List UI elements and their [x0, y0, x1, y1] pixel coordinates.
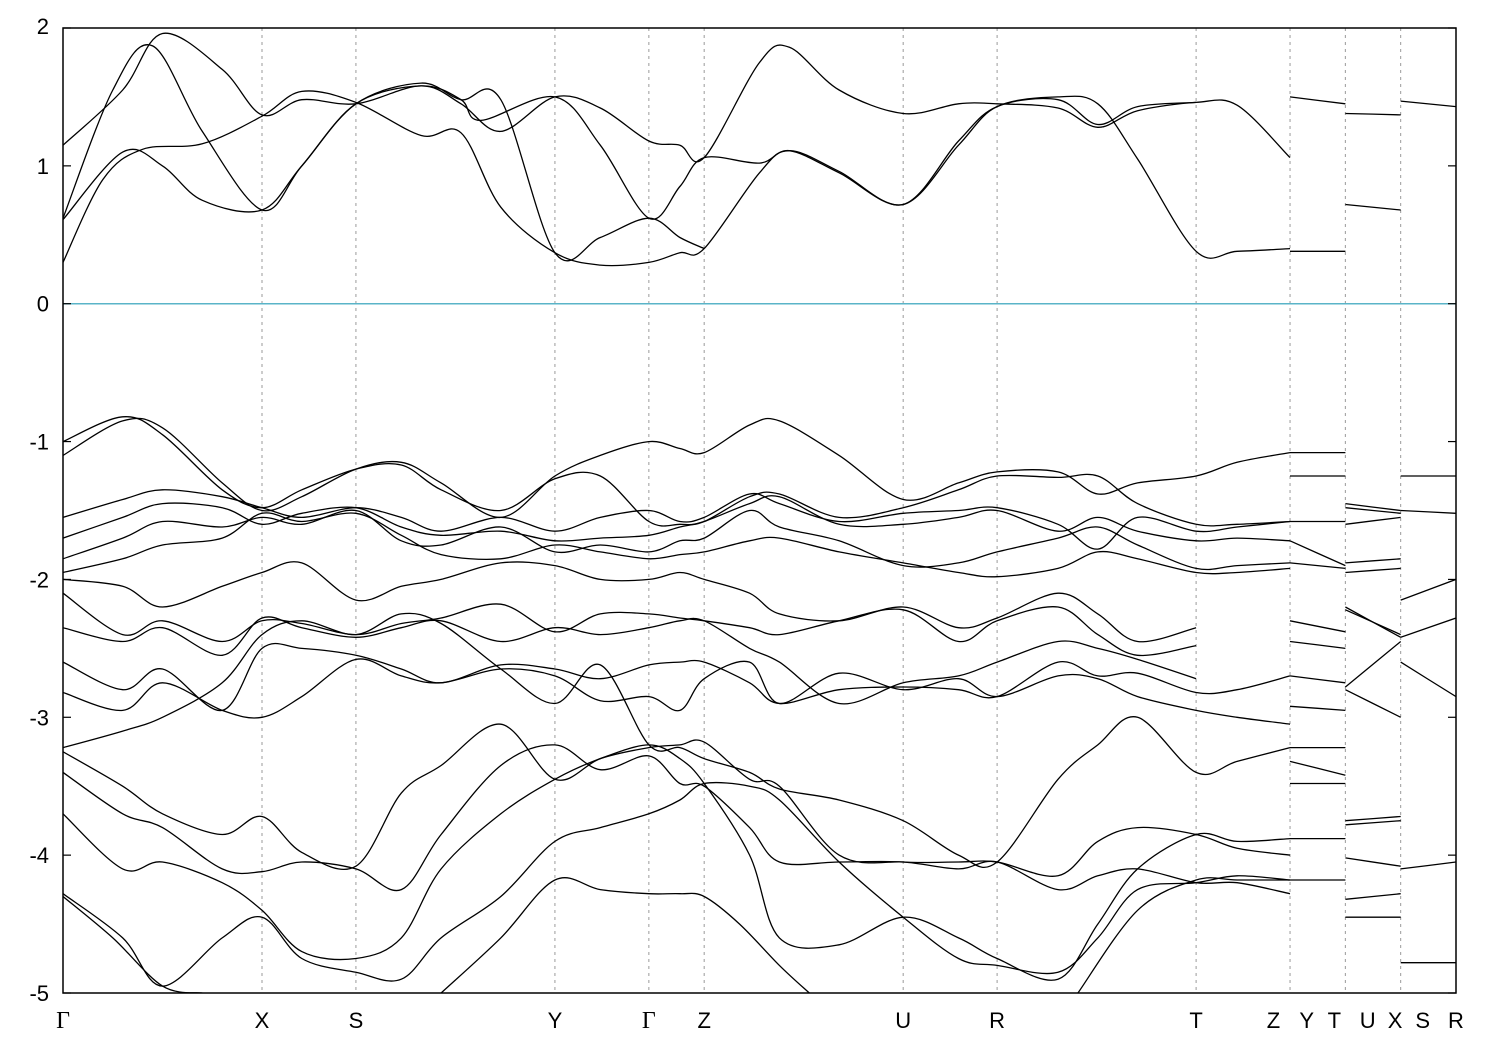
band-line-7: [1345, 203, 1401, 211]
band-line-6: [1345, 112, 1401, 116]
band-line-53: [1345, 857, 1401, 867]
band-line-2: [63, 90, 1197, 267]
band-line-33: [1289, 620, 1346, 633]
kpoint-label: Z: [1267, 1008, 1280, 1033]
band-line-59: [1400, 617, 1456, 638]
kpoint-label: Y: [548, 1008, 563, 1033]
band-line-13: [63, 509, 1291, 571]
kpoint-label: Γ: [642, 1008, 656, 1034]
band-line-0: [63, 32, 1291, 163]
band-line-48: [1345, 609, 1401, 636]
y-tick-label: -5: [29, 981, 49, 1006]
y-axis: -5 -4 -3 -2 -1 0 1 2: [29, 14, 1456, 1006]
band-line-12: [63, 495, 1291, 542]
band-line-58: [1400, 578, 1456, 601]
band-line-57: [1400, 509, 1456, 514]
band-line-45: [1345, 558, 1401, 564]
band-line-61: [1400, 861, 1456, 870]
band-line-9: [63, 417, 1291, 519]
band-line-19: [63, 658, 1291, 725]
band-line-49: [1344, 640, 1402, 688]
kpoint-label: Y: [1299, 1008, 1314, 1033]
band-line-23: [63, 744, 1291, 981]
band-line-18: [63, 642, 1291, 712]
band-lines: [63, 32, 1456, 993]
band-line-52: [1345, 820, 1401, 826]
y-tick-label: -1: [29, 430, 49, 455]
y-tick-label: -2: [29, 567, 49, 592]
kpoint-label: S: [1415, 1008, 1430, 1033]
band-line-1: [63, 44, 1291, 259]
band-line-3: [63, 82, 705, 262]
band-line-36: [1289, 705, 1346, 712]
band-line-43: [1345, 507, 1401, 514]
band-line-10: [63, 416, 1291, 527]
band-line-8: [1400, 100, 1456, 108]
band-line-21: [63, 723, 1291, 877]
kpoint-label: T: [1328, 1008, 1341, 1033]
y-tick-label: -4: [29, 843, 49, 868]
y-tick-label: 2: [37, 14, 49, 39]
band-line-44: [1345, 516, 1401, 525]
band-line-42: [1345, 502, 1401, 512]
band-line-27: [1077, 877, 1290, 993]
kpoint-label: X: [1388, 1008, 1403, 1033]
band-line-16: [63, 592, 1197, 657]
band-line-17: [63, 616, 1197, 705]
kpoint-label: U: [895, 1008, 911, 1033]
kpoint-label: T: [1189, 1008, 1202, 1033]
y-tick-label: 1: [37, 154, 49, 179]
band-line-4: [1289, 96, 1346, 105]
y-tick-label: 0: [37, 292, 49, 317]
kpoint-label: R: [989, 1008, 1005, 1033]
band-line-46: [1345, 567, 1401, 574]
band-line-32: [1289, 562, 1346, 570]
plot-frame: [62, 27, 1457, 994]
band-line-50: [1345, 689, 1401, 718]
band-line-11: [63, 489, 1291, 550]
kpoint-label: Γ: [56, 1008, 70, 1034]
kpoint-label: X: [255, 1008, 270, 1033]
y-tick-label: -3: [29, 705, 49, 730]
band-line-14: [63, 512, 1291, 578]
band-line-60: [1400, 661, 1456, 698]
kpoint-label: S: [349, 1008, 364, 1033]
band-line-31: [1289, 540, 1346, 567]
band-line-20: [63, 612, 1291, 868]
band-line-34: [1289, 640, 1346, 650]
band-line-22: [63, 744, 1291, 895]
kpoint-label: R: [1448, 1008, 1464, 1033]
band-line-15: [63, 561, 1197, 643]
band-line-26: [440, 877, 810, 993]
band-line-35: [1289, 675, 1346, 684]
band-line-51: [1345, 815, 1401, 822]
band-line-38: [1289, 760, 1346, 776]
kpoint-label: Z: [697, 1008, 710, 1033]
band-line-25: [63, 896, 203, 993]
kpoint-label: U: [1360, 1008, 1376, 1033]
band-line-24: [63, 781, 1291, 987]
band-line-54: [1345, 893, 1401, 900]
